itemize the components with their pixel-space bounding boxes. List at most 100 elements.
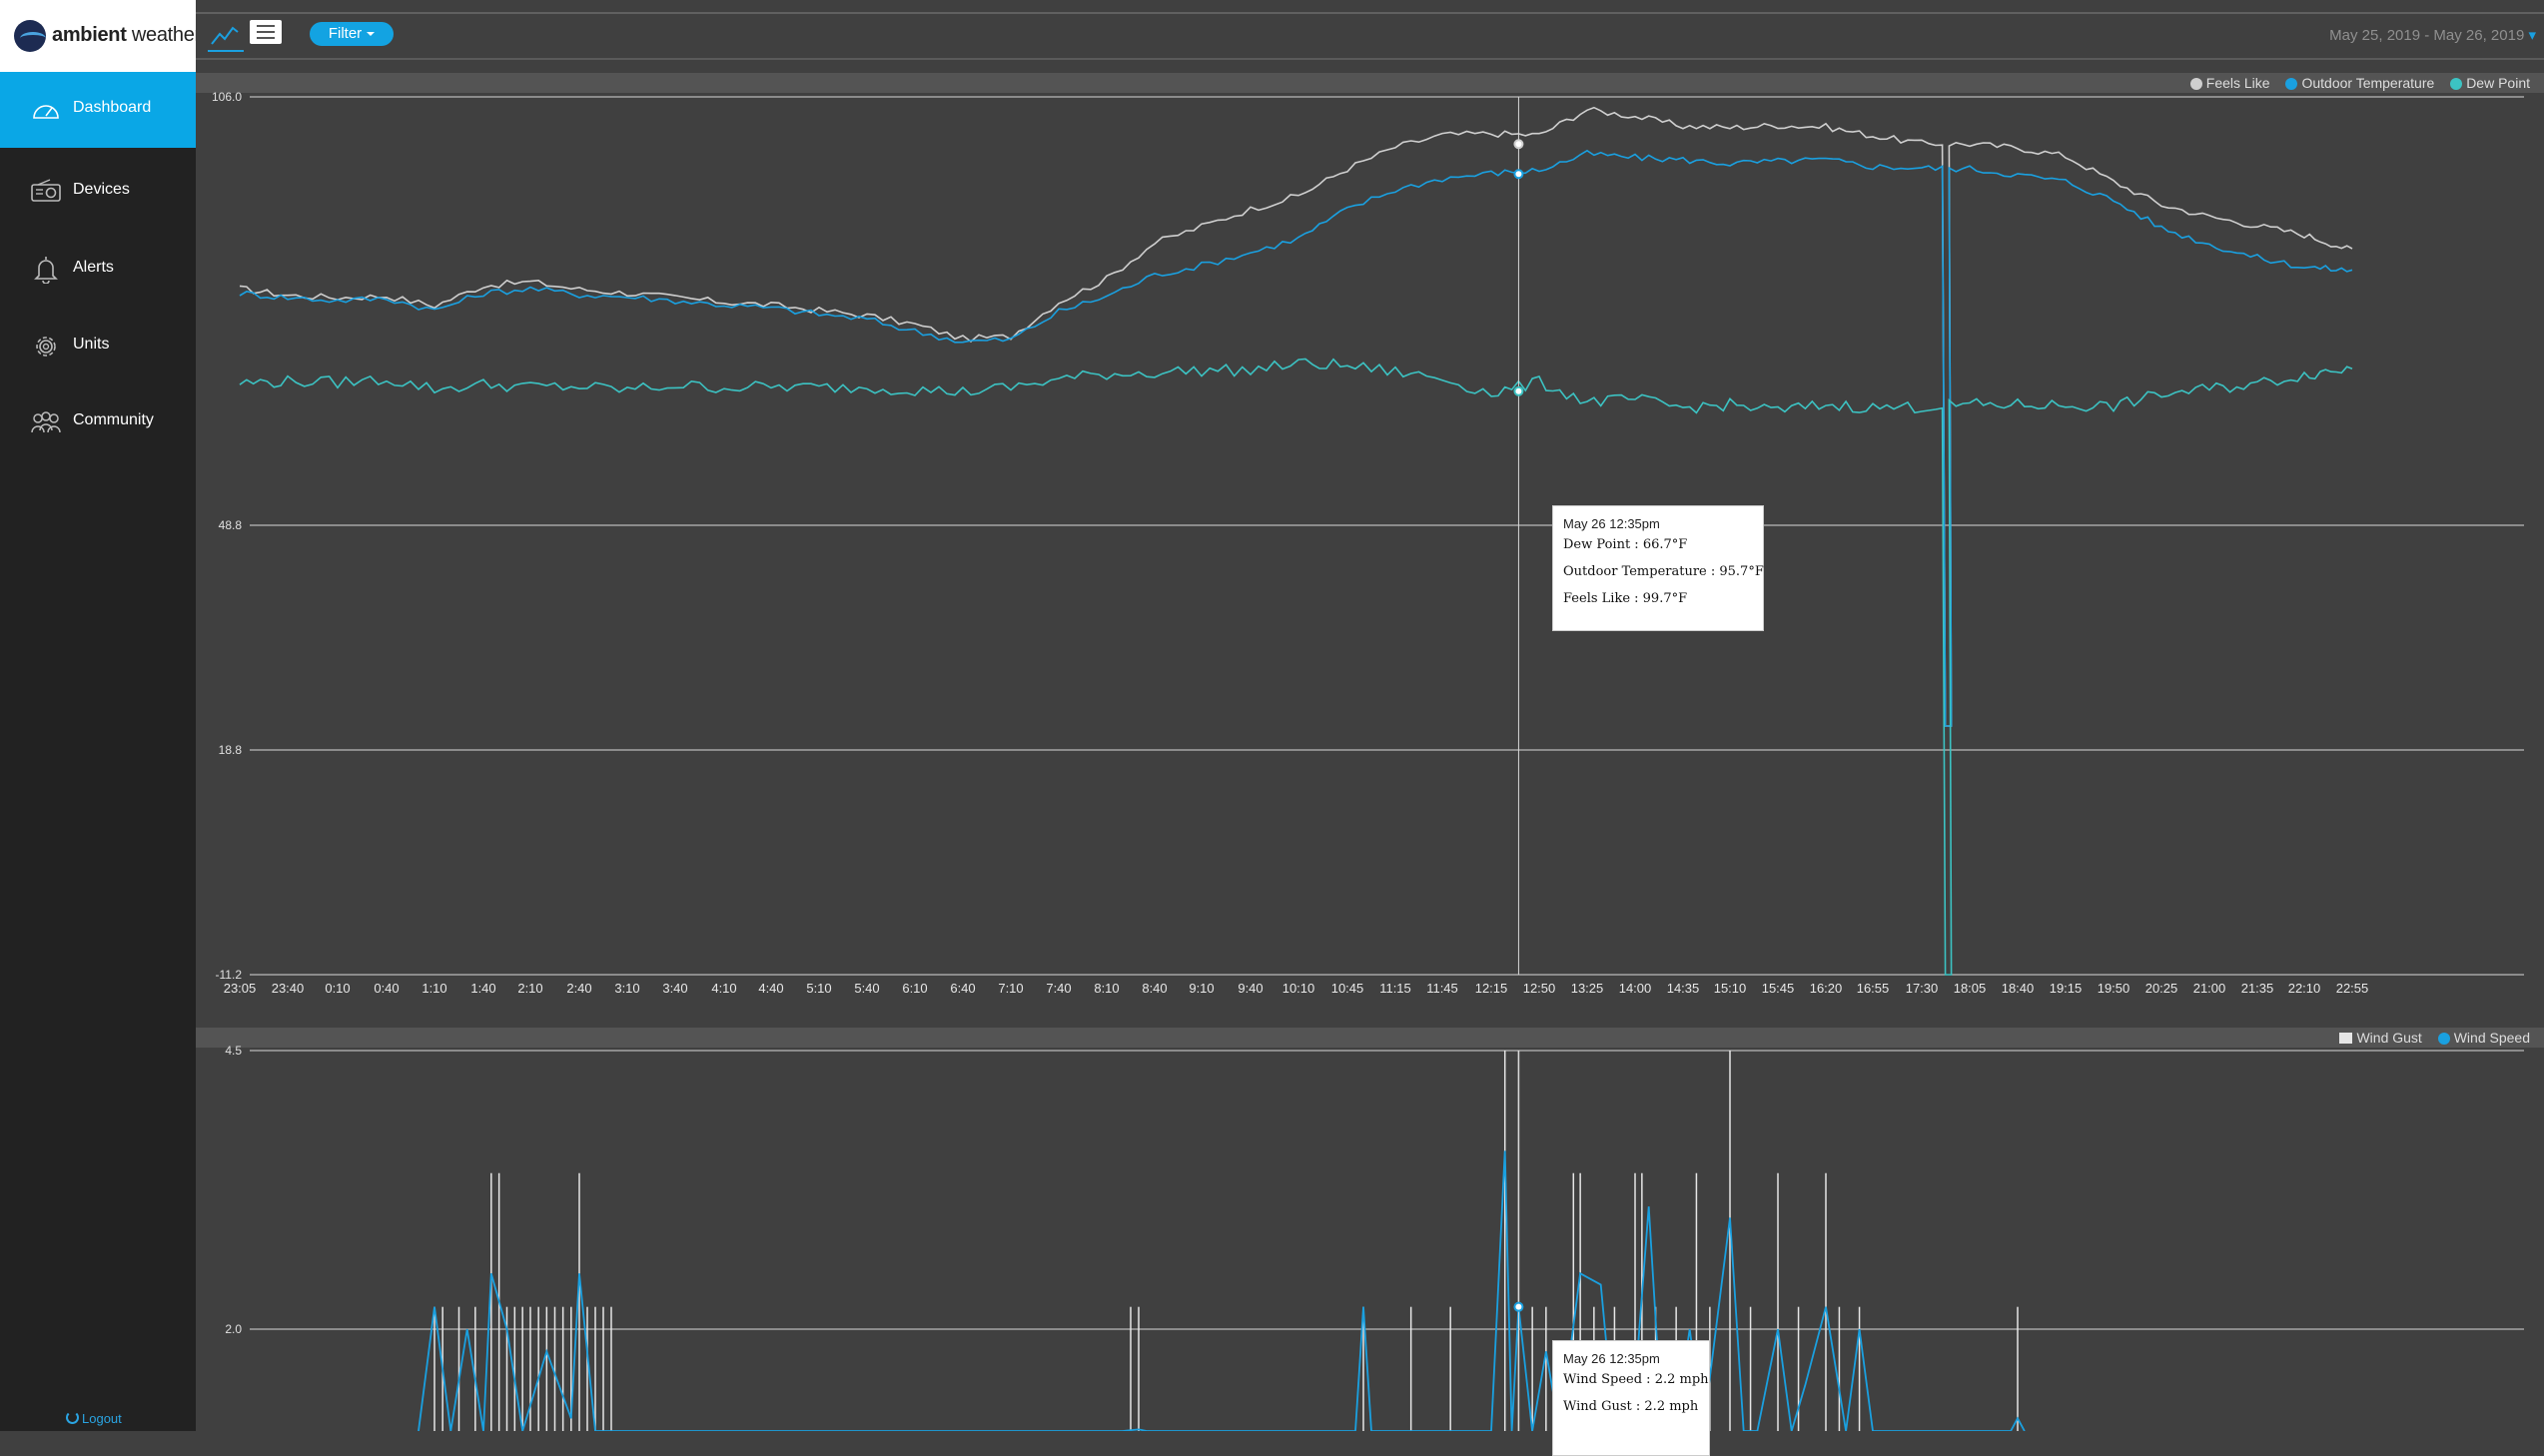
sidebar-item-dashboard[interactable]: Dashboard <box>0 72 196 148</box>
x-tick-label: 4:10 <box>711 981 736 996</box>
y-tick-label: 106.0 <box>212 90 242 104</box>
outdoor-temperature-marker <box>1513 169 1524 180</box>
sidebar-item-community[interactable]: Community <box>0 384 196 460</box>
x-tick-label: 14:00 <box>1619 981 1652 996</box>
tooltip-time: May 26 12:35pm <box>1563 516 1660 531</box>
x-tick-label: 20:25 <box>2145 981 2178 996</box>
x-tick-label: 15:10 <box>1714 981 1747 996</box>
x-tick-label: 15:45 <box>1762 981 1795 996</box>
wind-chart-header: Wind Gust Wind Speed <box>196 1028 2544 1048</box>
feels-like-line <box>239 106 2353 727</box>
tooltip-row-dew-point: Dew Point : 66.7°F <box>1563 537 1688 552</box>
legend-item-wind-gust[interactable]: Wind Gust <box>2339 1030 2422 1046</box>
x-tick-label: 23:05 <box>224 981 257 996</box>
x-tick-label: 8:10 <box>1094 981 1119 996</box>
sidebar-item-label: Dashboard <box>73 99 152 116</box>
x-tick-label: 6:40 <box>950 981 975 996</box>
wind-legend: Wind Gust Wind Speed <box>2327 1030 2530 1046</box>
sidebar-item-units[interactable]: Units <box>0 309 196 384</box>
x-tick-label: 10:10 <box>1282 981 1315 996</box>
tooltip-row-feels-like: Feels Like : 99.7°F <box>1563 591 1688 606</box>
dew-point-line <box>239 358 2353 976</box>
alert-bell-icon <box>34 257 58 284</box>
x-tick-label: 3:10 <box>614 981 639 996</box>
x-tick-label: 1:40 <box>470 981 495 996</box>
list-view-icon[interactable] <box>250 20 282 44</box>
x-tick-label: 2:40 <box>566 981 591 996</box>
legend-item-dew-point[interactable]: Dew Point <box>2450 75 2530 91</box>
sidebar-item-label: Community <box>73 411 154 428</box>
power-icon <box>66 1411 79 1424</box>
temperature-chart-header: Feels Like Outdoor Temperature Dew Point <box>196 73 2544 93</box>
sidebar: ambient weather® Dashboard Devices Alert… <box>0 0 209 1431</box>
sidebar-item-label: Units <box>73 336 110 353</box>
x-tick-label: 9:40 <box>1238 981 1263 996</box>
x-tick-label: 12:50 <box>1523 981 1556 996</box>
gear-icon <box>36 337 56 357</box>
temperature-legend: Feels Like Outdoor Temperature Dew Point <box>2178 75 2530 91</box>
x-tick-label: 8:40 <box>1142 981 1167 996</box>
temperature-tooltip: May 26 12:35pm Dew Point : 66.7°F Outdoo… <box>1552 505 1764 631</box>
logout-link[interactable]: Logout <box>66 1411 122 1426</box>
legend-item-wind-speed[interactable]: Wind Speed <box>2437 1030 2530 1046</box>
sidebar-item-alerts[interactable]: Alerts <box>0 232 196 308</box>
outdoor-temperature-line <box>239 149 2353 727</box>
x-tick-label: 21:35 <box>2241 981 2274 996</box>
x-tick-label: 9:10 <box>1189 981 1214 996</box>
dew-point-marker <box>1513 385 1524 396</box>
x-tick-label: 23:40 <box>272 981 305 996</box>
x-tick-label: 19:50 <box>2098 981 2130 996</box>
sidebar-item-label: Alerts <box>73 259 114 276</box>
x-tick-label: 16:55 <box>1857 981 1890 996</box>
x-tick-label: 0:40 <box>374 981 399 996</box>
x-tick-label: 6:10 <box>902 981 927 996</box>
x-tick-label: 0:10 <box>325 981 350 996</box>
x-tick-label: 4:40 <box>758 981 783 996</box>
legend-item-feels-like[interactable]: Feels Like <box>2189 75 2270 91</box>
dashboard-gauge-icon <box>33 105 59 119</box>
y-tick-label: 2.0 <box>225 1322 242 1336</box>
x-tick-label: 10:45 <box>1331 981 1364 996</box>
feels-like-marker <box>1513 139 1524 150</box>
toolbar: Filter May 25, 2019 - May 26, 2019 ▾ <box>196 12 2544 60</box>
x-tick-label: 3:40 <box>662 981 687 996</box>
x-tick-label: 11:45 <box>1426 981 1458 996</box>
logo-globe-icon <box>14 20 46 52</box>
x-tick-label: 14:35 <box>1667 981 1700 996</box>
x-tick-label: 11:15 <box>1379 981 1411 996</box>
x-tick-label: 18:05 <box>1954 981 1987 996</box>
x-tick-label: 22:55 <box>2336 981 2369 996</box>
x-tick-label: 19:15 <box>2050 981 2083 996</box>
x-tick-label: 17:30 <box>1906 981 1939 996</box>
caret-down-icon <box>367 32 376 36</box>
x-tick-label: 1:10 <box>422 981 446 996</box>
y-tick-label: -11.2 <box>216 968 243 982</box>
x-tick-label: 21:00 <box>2193 981 2226 996</box>
x-tick-label: 7:10 <box>998 981 1023 996</box>
tooltip-row-outdoor-temperature: Outdoor Temperature : 95.7°F <box>1563 564 1764 579</box>
x-tick-label: 18:40 <box>2002 981 2035 996</box>
legend-item-outdoor-temperature[interactable]: Outdoor Temperature <box>2285 75 2434 91</box>
filter-button[interactable]: Filter <box>310 22 394 46</box>
x-tick-label: 5:10 <box>806 981 831 996</box>
y-tick-label: 48.8 <box>219 518 243 532</box>
tooltip-row-wind-speed: Wind Speed : 2.2 mph <box>1563 1372 1709 1387</box>
x-tick-label: 12:15 <box>1475 981 1508 996</box>
date-range-picker[interactable]: May 25, 2019 - May 26, 2019 ▾ <box>2329 27 2536 44</box>
x-tick-label: 13:25 <box>1571 981 1604 996</box>
device-radio-icon <box>31 179 61 202</box>
sidebar-item-label: Devices <box>73 181 130 198</box>
tooltip-row-wind-gust: Wind Gust : 2.2 mph <box>1563 1399 1699 1414</box>
wind-tooltip: May 26 12:35pm Wind Speed : 2.2 mph Wind… <box>1552 1340 1710 1456</box>
chart-view-icon[interactable] <box>208 22 244 52</box>
brand-logo[interactable]: ambient weather® <box>0 0 209 72</box>
y-tick-label: 4.5 <box>225 1044 242 1058</box>
sidebar-item-devices[interactable]: Devices <box>0 154 196 230</box>
wind-speed-line <box>418 1150 2026 1431</box>
x-tick-label: 22:10 <box>2288 981 2321 996</box>
tooltip-time: May 26 12:35pm <box>1563 1351 1660 1366</box>
y-tick-label: 18.8 <box>219 743 243 757</box>
wind-speed-marker <box>1513 1301 1524 1312</box>
x-tick-label: 2:10 <box>517 981 542 996</box>
